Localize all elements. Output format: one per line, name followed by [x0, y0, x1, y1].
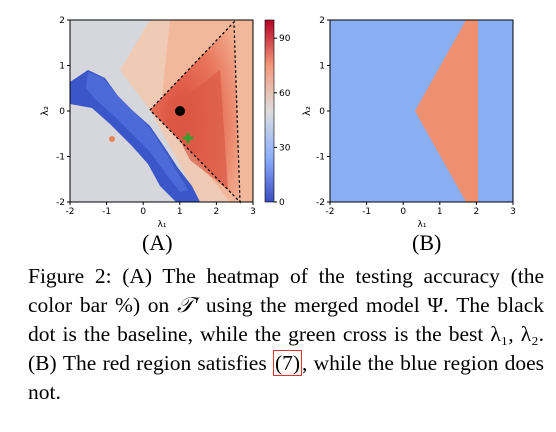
ylabel-a: λ₂	[40, 106, 51, 116]
xtick-a-5: 3	[250, 207, 256, 217]
xtick-a-2: 0	[140, 207, 146, 217]
colorbar-tick-90: 90	[279, 34, 291, 44]
y-axis-b: -2 -1 0 1 2	[316, 16, 330, 208]
ytick-b-2: 0	[319, 107, 325, 117]
ytick-b-1: -1	[316, 153, 325, 163]
xtick-a-3: 1	[177, 207, 183, 217]
region-plot-b: -2 -1 0 1 2 3 λ₁ -2 -1 0 1 2 λ₂	[302, 16, 516, 230]
satisfied-region	[415, 20, 478, 202]
panel-a-label: (A)	[142, 230, 173, 255]
xtick-b-5: 3	[510, 207, 516, 217]
baseline-dot	[175, 106, 185, 116]
caption-text-3: , while the blue region does not.	[28, 351, 545, 404]
caption-text-1: (A) The heatmap of the testing accuracy …	[28, 264, 545, 317]
xtick-b-3: 1	[437, 207, 443, 217]
panel-b-label: (B)	[412, 230, 442, 255]
figure-caption: Figure 2: (A) The heatmap of the testing…	[28, 262, 544, 407]
xtick-b-1: -1	[362, 207, 371, 217]
xtick-a-0: -2	[66, 207, 75, 217]
ylabel-b: λ₂	[302, 106, 313, 116]
ytick-b-3: 1	[319, 62, 325, 72]
xtick-b-0: -2	[326, 207, 335, 217]
xtick-a-4: 2	[214, 207, 220, 217]
ytick-a-1: -1	[56, 153, 65, 163]
caption-text-2: using the merged model Ψ. The black dot …	[28, 293, 544, 375]
equation-reference-link[interactable]: (7)	[272, 350, 303, 376]
ytick-a-3: 1	[59, 62, 65, 72]
y-axis-a: -2 -1 0 1 2	[56, 16, 70, 208]
xtick-b-2: 0	[400, 207, 406, 217]
colorbar-tick-30: 30	[279, 143, 291, 153]
ytick-b-0: -2	[316, 198, 325, 208]
caption-symbol-t: 𝒯′	[177, 293, 199, 317]
xtick-b-4: 2	[474, 207, 480, 217]
xlabel-a: λ₁	[158, 220, 167, 230]
colorbar-tick-0: 0	[279, 198, 285, 208]
ytick-a-2: 0	[59, 107, 65, 117]
ytick-a-0: -2	[56, 198, 65, 208]
heatmap-plot-a: -2 -1 0 1 2 3 λ₁ -2 -1 0 1 2 λ₂ 0 30 60 …	[40, 16, 291, 230]
ytick-b-4: 2	[319, 16, 325, 26]
colorbar: 0 30 60 90	[264, 19, 291, 208]
ytick-a-4: 2	[59, 16, 65, 26]
xtick-a-1: -1	[102, 207, 111, 217]
x-axis-a: -2 -1 0 1 2 3 λ₁	[66, 202, 256, 230]
x-axis-b: -2 -1 0 1 2 3 λ₁	[326, 202, 516, 230]
caption-lead: Figure 2:	[28, 264, 112, 288]
best-lambda-cross	[183, 133, 193, 143]
xlabel-b: λ₁	[418, 220, 427, 230]
colorbar-tick-60: 60	[279, 89, 291, 99]
